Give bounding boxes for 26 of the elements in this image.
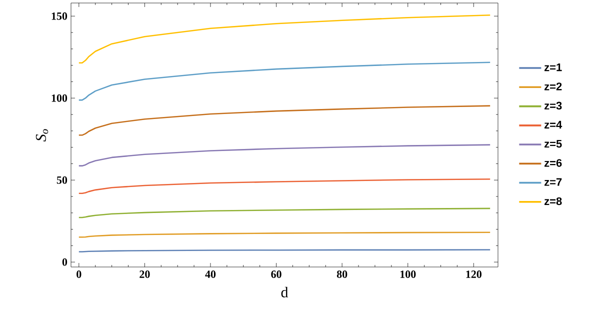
y-tick-label: 100 — [52, 94, 68, 102]
legend-label: z=1 — [544, 64, 562, 72]
y-tick-label: 50 — [56, 176, 68, 184]
line-series — [78, 14, 491, 64]
line-series — [78, 62, 491, 101]
y-axis-title: S$_{o}$ — [36, 129, 48, 142]
legend-label: z=7 — [544, 178, 562, 186]
legend-label: z=6 — [544, 159, 562, 167]
line-series — [78, 105, 491, 136]
y-tick-label: 0 — [62, 258, 68, 266]
x-tick-label: 100 — [400, 270, 416, 278]
x-tick-label: 0 — [76, 270, 82, 278]
x-tick-label: 60 — [271, 270, 282, 278]
legend-label: z=2 — [544, 82, 562, 90]
x-tick-label: 80 — [336, 270, 348, 278]
x-tick-label: 40 — [205, 270, 216, 278]
legend-label: z=4 — [544, 120, 562, 128]
legend-label: z=3 — [544, 102, 562, 110]
x-tick-label: 20 — [140, 270, 150, 278]
line-series — [78, 144, 491, 166]
line-series — [78, 208, 491, 218]
legend-label: z=8 — [544, 197, 562, 206]
x-axis-title: d — [281, 286, 288, 298]
y-tick-label: 150 — [52, 12, 68, 20]
legend-label: z=5 — [544, 140, 562, 148]
x-tick-label: 120 — [466, 270, 482, 278]
